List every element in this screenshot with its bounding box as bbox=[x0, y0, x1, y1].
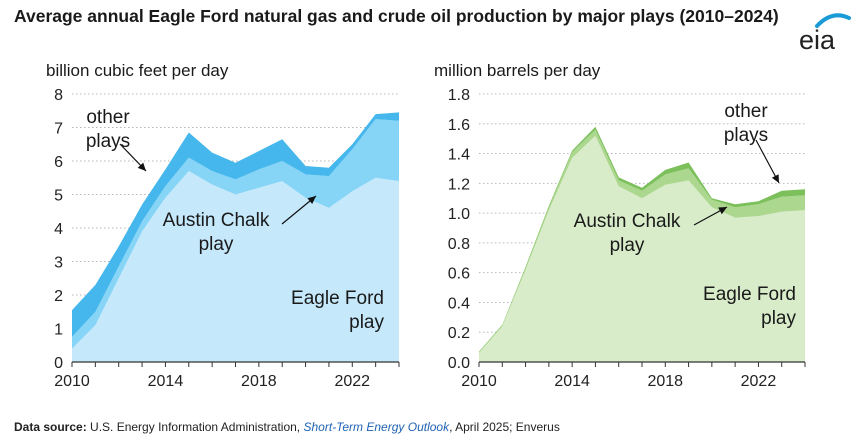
gas-x-tick-label: 2014 bbox=[148, 373, 184, 390]
gas-y-tick-label: 7 bbox=[54, 121, 63, 138]
gas-annotation: other plays bbox=[86, 107, 147, 172]
oil-y-tick-label: 0.4 bbox=[448, 295, 470, 312]
gas-x-tick-label: 2018 bbox=[241, 373, 277, 390]
eia-logo-text: eia bbox=[799, 25, 836, 55]
oil-annotation-label: Eagle Ford bbox=[703, 284, 796, 305]
gas-area-eagle-ford-play bbox=[72, 171, 399, 362]
oil-annotation-arrow bbox=[755, 139, 780, 184]
footer-label: Data source: bbox=[14, 420, 87, 434]
gas-annotation-arrowhead bbox=[307, 196, 316, 204]
gas-x-tick-label: 2022 bbox=[334, 373, 370, 390]
data-source-footer: Data source: U.S. Energy Information Adm… bbox=[14, 420, 560, 434]
gas-y-tick-label: 0 bbox=[54, 355, 63, 372]
footer-text-2: , April 2025; Enverus bbox=[449, 420, 560, 434]
gas-area-other-plays bbox=[72, 112, 399, 337]
gas-annotation-label: plays bbox=[86, 131, 130, 152]
gas-annotation-arrowhead bbox=[137, 162, 146, 171]
left-chart-unit-label: billion cubic feet per day bbox=[46, 61, 229, 80]
oil-y-tick-label: 1.4 bbox=[448, 147, 470, 164]
gas-x-tick-label: 2010 bbox=[54, 373, 90, 390]
oil-annotation-arrowhead bbox=[718, 207, 727, 215]
footer-text-1: U.S. Energy Information Administration, bbox=[86, 420, 304, 434]
gas-y-tick-label: 5 bbox=[54, 188, 63, 205]
gas-y-tick-label: 8 bbox=[54, 87, 63, 104]
gas-y-tick-label: 4 bbox=[54, 221, 63, 238]
chart-title: Average annual Eagle Ford natural gas an… bbox=[14, 6, 779, 26]
oil-annotation-label: Austin Chalk bbox=[574, 211, 681, 232]
eia-logo: eia bbox=[795, 10, 855, 56]
oil-y-tick-label: 0.6 bbox=[448, 266, 470, 283]
oil-annotation: other plays bbox=[724, 101, 780, 184]
oil-y-tick-label: 1.2 bbox=[448, 176, 470, 193]
oil-x-tick-label: 2014 bbox=[554, 373, 590, 390]
oil-annotation-label: other bbox=[724, 101, 768, 122]
gas-annotation: Austin Chalk play bbox=[163, 195, 317, 255]
gas-annotation-label: play bbox=[349, 312, 384, 333]
oil-y-tick-label: 0.2 bbox=[448, 325, 470, 342]
gas-annotation-label: other bbox=[86, 107, 130, 128]
gas-annotation-label: play bbox=[199, 234, 234, 255]
gas-annotation: Eagle Ford play bbox=[291, 288, 384, 333]
gas-y-tick-label: 3 bbox=[54, 255, 63, 272]
oil-annotation: Austin Chalk play bbox=[574, 206, 728, 256]
oil-annotation-arrowhead bbox=[771, 174, 779, 183]
steo-link[interactable]: Short-Term Energy Outlook bbox=[303, 420, 450, 434]
gas-y-tick-label: 6 bbox=[54, 154, 63, 171]
oil-y-tick-label: 1.0 bbox=[448, 206, 470, 223]
oil-y-tick-label: 0.8 bbox=[448, 236, 470, 253]
gas-area-austin-chalk-play bbox=[72, 119, 399, 349]
oil-y-tick-label: 1.8 bbox=[448, 87, 470, 104]
oil-annotation: Eagle Ford play bbox=[703, 284, 796, 329]
oil-area-eagle-ford-play bbox=[479, 135, 805, 362]
gas-annotation-label: Austin Chalk bbox=[163, 210, 270, 231]
oil-x-tick-label: 2018 bbox=[647, 373, 683, 390]
gas-y-tick-label: 1 bbox=[54, 322, 63, 339]
oil-y-tick-label: 1.6 bbox=[448, 117, 470, 134]
oil-x-tick-label: 2010 bbox=[461, 373, 497, 390]
gas-annotation-label: Eagle Ford bbox=[291, 288, 384, 309]
gas-y-tick-label: 2 bbox=[54, 288, 63, 305]
oil-annotation-label: play bbox=[761, 308, 796, 329]
right-chart-unit-label: million barrels per day bbox=[434, 61, 601, 80]
oil-annotation-label: plays bbox=[724, 125, 768, 146]
oil-y-tick-label: 0.0 bbox=[448, 355, 470, 372]
oil-x-tick-label: 2022 bbox=[741, 373, 777, 390]
oil-annotation-label: play bbox=[610, 235, 645, 256]
